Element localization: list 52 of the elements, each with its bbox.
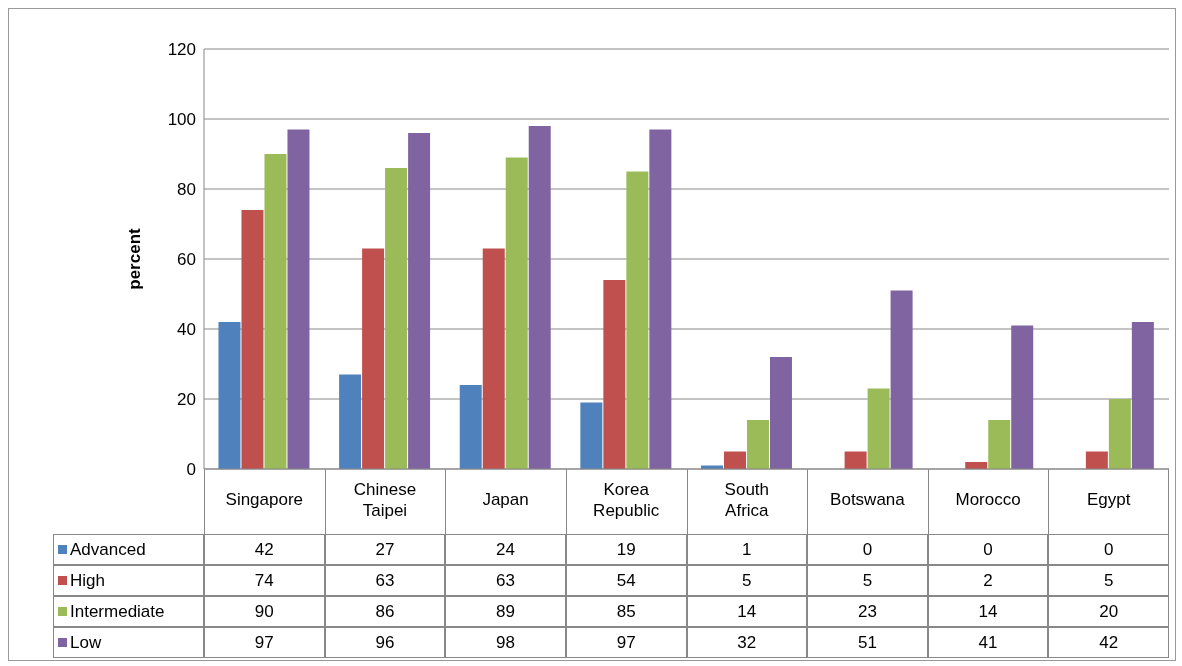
data-label: 85 — [565, 596, 687, 627]
data-label: 42 — [204, 534, 325, 565]
data-label: 42 — [1048, 627, 1169, 658]
data-label: 14 — [686, 596, 808, 627]
data-label: 97 — [204, 627, 325, 658]
data-label: 90 — [204, 596, 325, 627]
x-tick-label: Egypt — [1086, 489, 1131, 509]
y-tick-label: 60 — [177, 250, 196, 270]
data-label: 89 — [445, 596, 566, 627]
data-label: 63 — [445, 565, 566, 596]
y-tick-label: 40 — [177, 320, 196, 340]
data-label: 74 — [204, 565, 325, 596]
y-tick-label: 120 — [167, 40, 196, 60]
data-label: 5 — [1048, 565, 1169, 596]
x-tick-label: Korea Republic — [593, 479, 660, 520]
x-tick-label: Botswana — [830, 489, 906, 509]
data-label: 24 — [445, 534, 566, 565]
x-tick-label: Singapore — [225, 489, 304, 509]
y-tick-label: 80 — [177, 180, 196, 200]
data-label: 32 — [686, 627, 808, 658]
data-label: 51 — [807, 627, 928, 658]
x-tick-label: Japan — [482, 489, 529, 509]
data-label: 54 — [565, 565, 687, 596]
data-label: 0 — [1048, 534, 1169, 565]
data-label: 96 — [324, 627, 446, 658]
legend-label: High — [70, 570, 105, 591]
data-label: 23 — [807, 596, 928, 627]
data-label: 5 — [686, 565, 808, 596]
data-label: 20 — [1048, 596, 1169, 627]
data-label: 63 — [324, 565, 446, 596]
data-label: 1 — [686, 534, 808, 565]
legend-label: Low — [70, 632, 102, 653]
x-tick-label: Morocco — [955, 489, 1021, 509]
y-axis-title: percent — [125, 227, 145, 290]
data-label: 14 — [927, 596, 1049, 627]
legend-label: Intermediate — [70, 601, 165, 622]
x-tick-label: Chinese Taipei — [353, 479, 417, 520]
y-tick-label: 100 — [167, 110, 196, 130]
data-label: 97 — [565, 627, 687, 658]
legend-label: Advanced — [70, 539, 146, 560]
y-tick-label: 20 — [177, 390, 196, 410]
data-label: 2 — [927, 565, 1049, 596]
data-label: 27 — [324, 534, 446, 565]
data-label: 5 — [807, 565, 928, 596]
data-label: 0 — [927, 534, 1049, 565]
x-tick-label: South Africa — [724, 479, 770, 520]
data-label: 41 — [927, 627, 1049, 658]
data-label: 19 — [565, 534, 687, 565]
y-tick-label: 0 — [186, 460, 196, 480]
data-label: 86 — [324, 596, 446, 627]
data-label: 98 — [445, 627, 566, 658]
data-label: 0 — [807, 534, 928, 565]
